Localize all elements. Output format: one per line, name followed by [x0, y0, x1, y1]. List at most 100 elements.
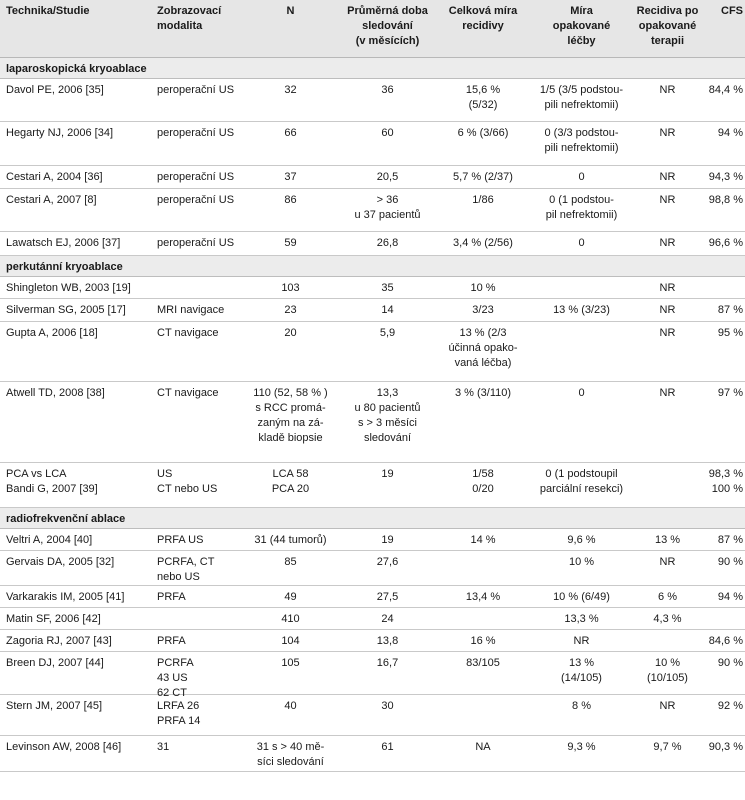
cell-followup: 35	[381, 282, 394, 294]
cell-technique: Varkarakis IM, 2005 [41]	[6, 591, 125, 603]
cell-recurrence	[438, 608, 528, 629]
cell-technique: Gupta A, 2006 [18]	[6, 327, 98, 339]
cell-retreatment: 8 %	[572, 700, 591, 712]
cell-recurrence: 14 %	[470, 534, 496, 546]
cell-recurrence: 13,4 %	[465, 591, 501, 603]
table-row: Cestari A, 2007 [8] peroperační US 86 > 36 …	[0, 189, 745, 232]
table-row: Cestari A, 2004 [36] peroperační US 37 20,5…	[0, 166, 745, 189]
cell-retreatment: 9,3 %	[567, 741, 596, 753]
cell-followup: 27,6	[376, 556, 399, 568]
table-row: Matin SF, 2006 [42] 410 24 13,3 % 4,3 %	[0, 608, 745, 630]
cell-n: 104	[281, 635, 300, 647]
cell-modality: PRFA	[157, 591, 186, 603]
cell-cfs	[700, 608, 745, 629]
cell-followup: 30	[381, 700, 394, 712]
table-row: Stern JM, 2007 [45] LRFA 26 PRFA 14 40 30 8 …	[0, 695, 745, 736]
cell-retreatment: 10 %	[568, 556, 595, 568]
cell-cfs: 84,4 %	[708, 84, 743, 96]
cell-retreatment: 0	[578, 387, 585, 399]
cell-followup: 19	[381, 534, 394, 546]
cell-recurrence	[438, 551, 528, 585]
header-followup: Průměrná doba sledování (v měsících)	[347, 5, 428, 47]
cell-followup: 27,5	[376, 591, 399, 603]
cell-n: LCA 58 PCA 20	[271, 468, 310, 495]
cell-cfs: 98,8 %	[708, 194, 743, 206]
cell-retreatment: 1/5 (3/5 podstou- pili nefrektomii)	[539, 84, 624, 111]
table-row: Hegarty NJ, 2006 [34] peroperační US 66 60 6…	[0, 122, 745, 166]
cell-technique: Cestari A, 2007 [8]	[6, 194, 97, 206]
header-modality: Zobrazovací modalita	[157, 5, 222, 32]
cell-retreatment: 10 % (6/49)	[553, 591, 610, 603]
header-recurrence: Celková míra recidivy	[448, 5, 518, 32]
cell-cfs	[700, 277, 745, 298]
cell-technique: Shingleton WB, 2003 [19]	[6, 282, 131, 294]
header-technique: Technika/Studie	[6, 5, 90, 17]
cell-cfs: 90 %	[717, 556, 743, 568]
cell-retreatment: 9,6 %	[567, 534, 596, 546]
cell-n: 86	[284, 194, 297, 206]
table-row: Lawatsch EJ, 2006 [37] peroperační US 59 26…	[0, 232, 745, 256]
cell-followup: 13,8	[376, 635, 399, 647]
section-title: laparoskopická kryoablace	[6, 63, 147, 75]
table-row: Gupta A, 2006 [18] CT navigace 20 5,9 13 % (…	[0, 322, 745, 382]
cell-modality: peroperační US	[157, 127, 235, 139]
cell-recurrence: 1/58 0/20	[472, 468, 494, 495]
cell-n: 32	[284, 84, 297, 96]
cell-modality: 31	[157, 741, 170, 753]
cell-recurrence-after: NR	[659, 304, 676, 316]
cell-followup: 13,3 u 80 pacientů s > 3 měsíci sledován…	[354, 387, 421, 444]
cell-recurrence-after: 4,3 %	[653, 613, 682, 625]
cell-retreatment: 13 % (3/23)	[553, 304, 610, 316]
cell-modality: LRFA 26 PRFA 14	[157, 700, 201, 727]
cell-recurrence-after: NR	[659, 171, 676, 183]
cell-n: 40	[284, 700, 297, 712]
cell-recurrence: 13 % (2/3 účinná opako- vaná léčba)	[448, 327, 518, 369]
cell-modality: CT navigace	[157, 327, 219, 339]
cell-recurrence-after: NR	[659, 387, 676, 399]
table-row: Davol PE, 2006 [35] peroperační US 32 36 15,…	[0, 79, 745, 122]
cell-retreatment: 0 (1 podstou- pil nefrektomii)	[545, 194, 618, 221]
cell-recurrence-after: NR	[659, 237, 676, 249]
cell-cfs: 94 %	[717, 127, 743, 139]
cell-followup: 36	[381, 84, 394, 96]
header-recurrence-after-retreatment: Recidiva po opakované terapii	[636, 5, 699, 47]
header-n: N	[286, 5, 295, 17]
cell-followup: > 36 u 37 pacientů	[354, 194, 421, 221]
cell-recurrence: NA	[475, 741, 491, 753]
cell-followup: 5,9	[379, 327, 396, 339]
cell-recurrence: 6 % (3/66)	[457, 127, 509, 139]
cell-retreatment: 0 (3/3 podstou- pili nefrektomii)	[544, 127, 619, 154]
table-row: PCA vs LCA Bandi G, 2007 [39] US CT nebo …	[0, 463, 745, 508]
cell-recurrence-after: NR	[659, 327, 676, 339]
cell-retreatment	[528, 322, 635, 381]
cell-technique: Davol PE, 2006 [35]	[6, 84, 104, 96]
cell-cfs: 94,3 %	[708, 171, 743, 183]
cell-followup: 14	[381, 304, 394, 316]
cell-technique: Breen DJ, 2007 [44]	[6, 657, 104, 669]
table-row: Zagoria RJ, 2007 [43] PRFA 104 13,8 16 % NR 84…	[0, 630, 745, 652]
cell-followup: 20,5	[376, 171, 399, 183]
cell-retreatment: 0 (1 podstoupil parciální resekci)	[539, 468, 624, 495]
cell-technique: Stern JM, 2007 [45]	[6, 700, 102, 712]
cell-recurrence-after: NR	[659, 194, 676, 206]
cell-technique: Zagoria RJ, 2007 [43]	[6, 635, 112, 647]
cell-cfs: 87 %	[717, 534, 743, 546]
cell-modality: CT navigace	[157, 387, 219, 399]
section-header: laparoskopická kryoablace	[0, 58, 745, 79]
cell-recurrence: 10 %	[470, 282, 496, 294]
cell-recurrence-after: 13 %	[654, 534, 681, 546]
cell-modality: MRI navigace	[157, 304, 225, 316]
cell-technique: Levinson AW, 2008 [46]	[6, 741, 122, 753]
table-row: Gervais DA, 2005 [32] PCRFA, CT nebo US 85…	[0, 551, 745, 586]
cell-retreatment: 0	[578, 171, 585, 183]
cell-recurrence: 16 %	[470, 635, 496, 647]
cell-technique: Lawatsch EJ, 2006 [37]	[6, 237, 121, 249]
cell-n: 85	[284, 556, 297, 568]
cell-recurrence-after: NR	[659, 556, 676, 568]
cell-recurrence: 3,4 % (2/56)	[453, 237, 513, 249]
cell-cfs: 96,6 %	[708, 237, 743, 249]
cell-cfs: 98,3 % 100 %	[708, 468, 743, 495]
cell-modality: PCRFA, CT nebo US	[157, 556, 215, 583]
cell-modality: PRFA	[157, 635, 186, 647]
cell-followup: 16,7	[376, 657, 399, 669]
